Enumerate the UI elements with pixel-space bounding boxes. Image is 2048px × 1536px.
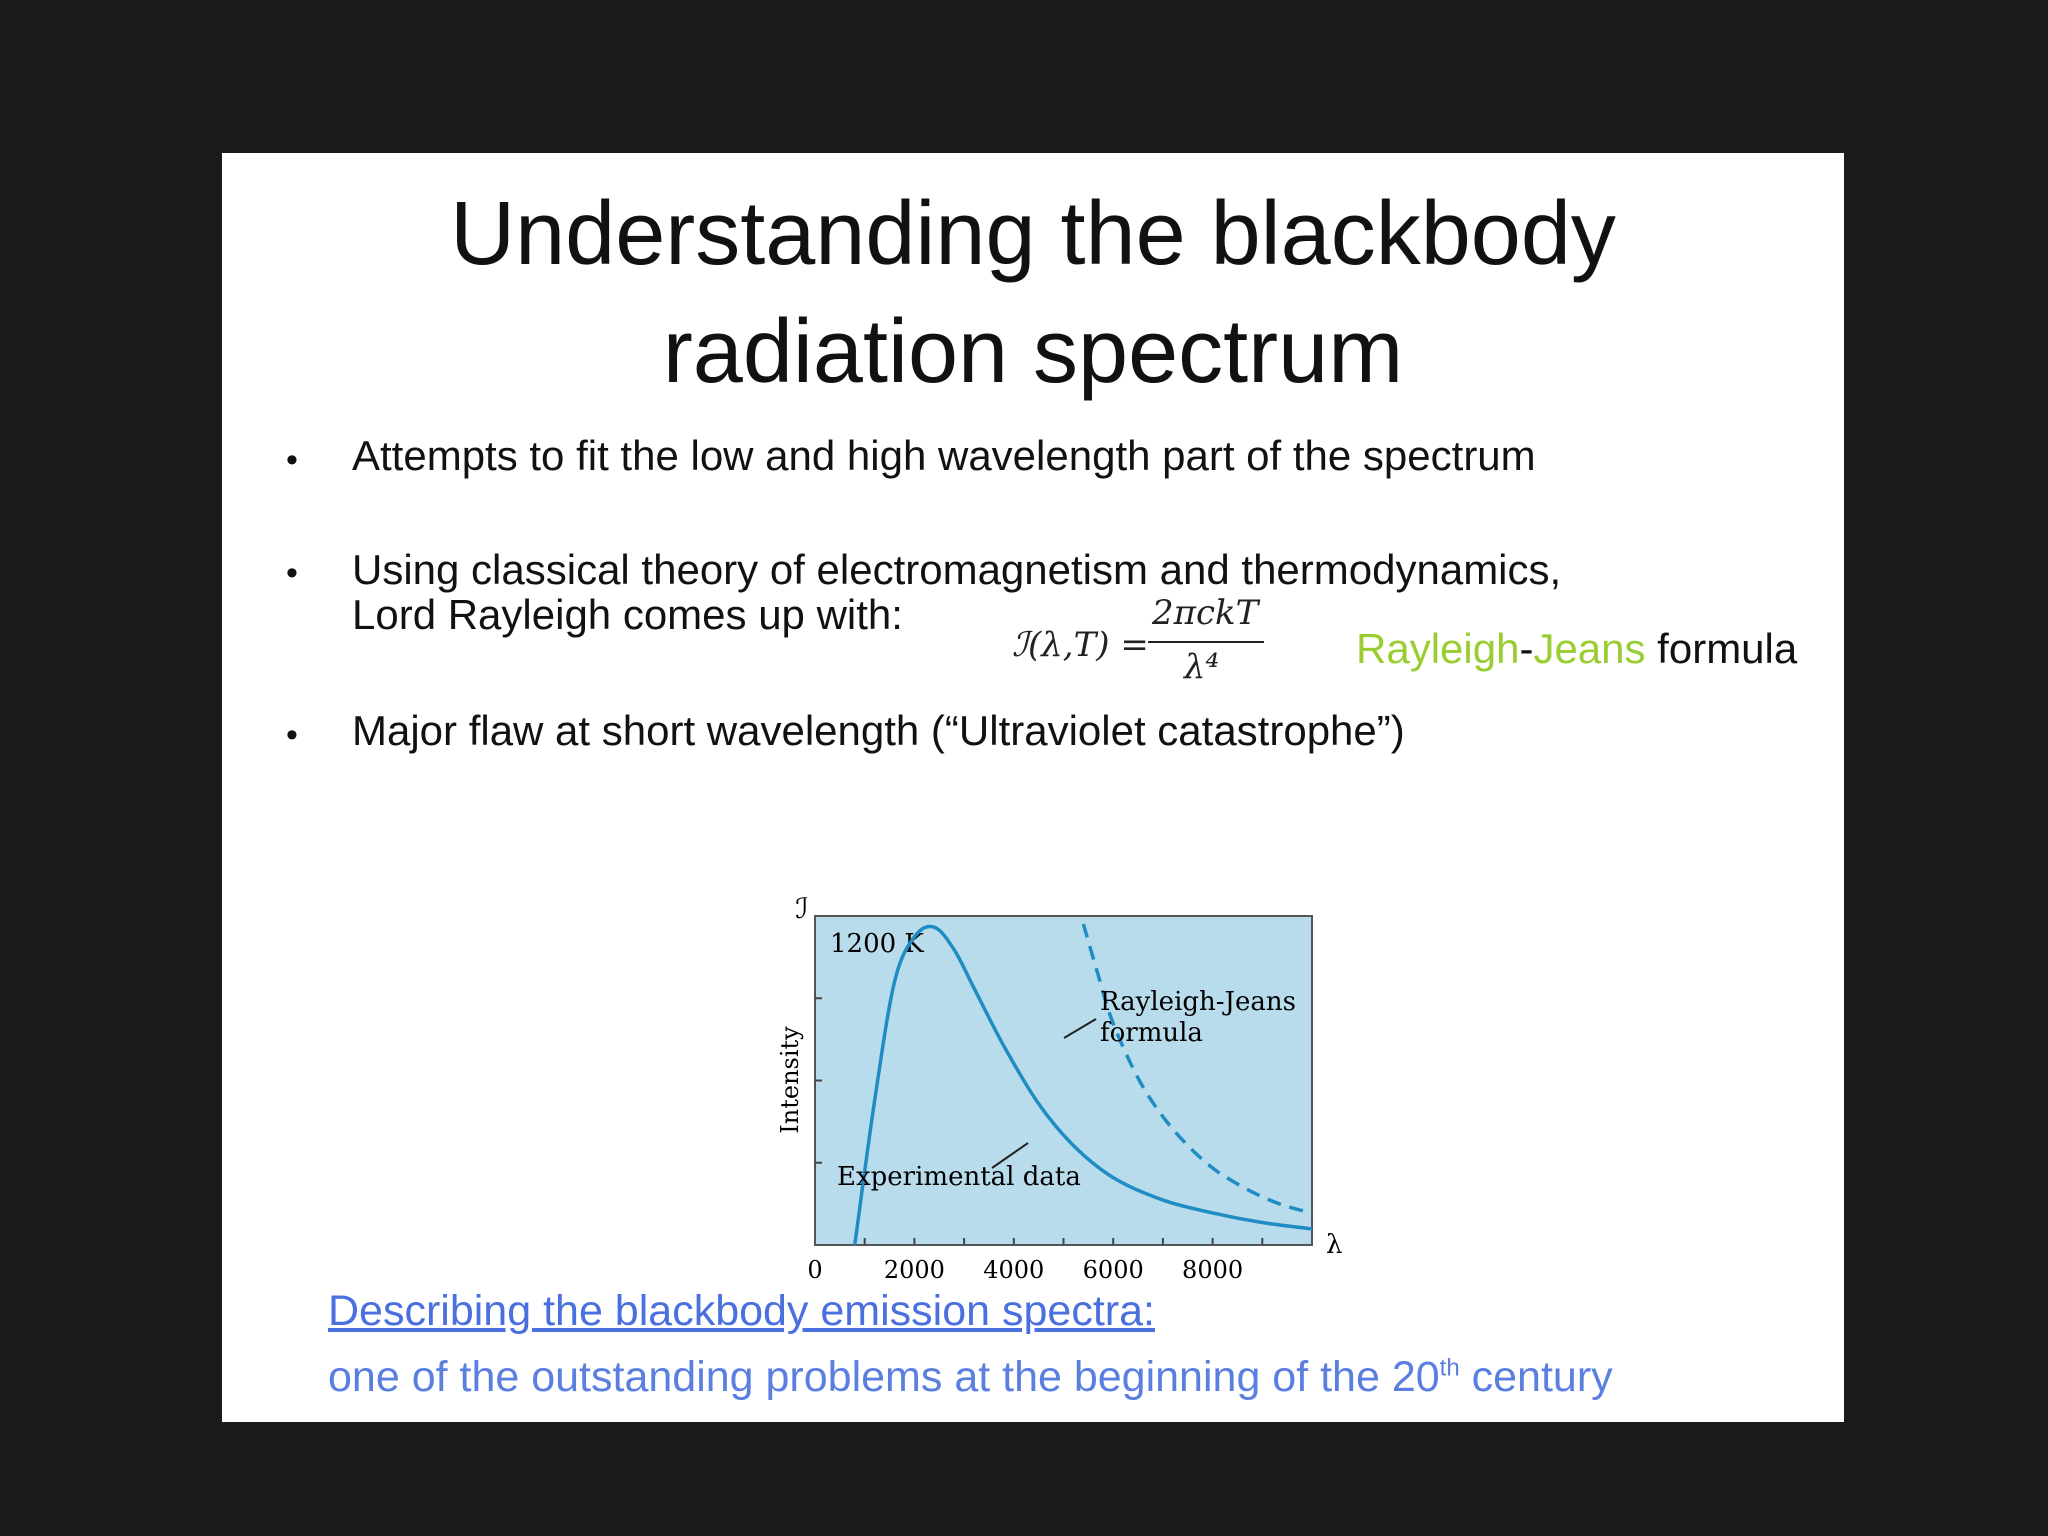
footer-line-2-prefix: one of the outstanding problems at the b… [328, 1353, 1440, 1402]
plot-area [814, 915, 1313, 1246]
axis-ticks [815, 997, 1264, 1245]
x-tick-label: 2000 [884, 1256, 945, 1284]
equation-denominator: λ⁴ [1184, 647, 1220, 687]
bullet-marker: • [286, 441, 298, 479]
x-tick-labels: 0 2000 4000 6000 8000 [807, 1256, 1243, 1284]
experimental-annotation-pointer [991, 1142, 1029, 1169]
slide-title: Understanding the blackbody radiation sp… [222, 175, 1844, 411]
footer-line-2: one of the outstanding problems at the b… [328, 1353, 1613, 1401]
experimental-data-curve [853, 924, 1313, 1246]
rj-annotation-line-1: Rayleigh-Jeans [1100, 987, 1296, 1017]
rj-label-formula: formula [1645, 625, 1798, 672]
bullet-2-line-1: Using classical theory of electromagneti… [352, 546, 1562, 593]
x-tick-label: 4000 [983, 1256, 1044, 1284]
footer-link[interactable]: Describing the blackbody emission spectr… [328, 1287, 1155, 1335]
bullet-1-text: Attempts to fit the low and high wavelen… [352, 432, 1536, 479]
rj-label-rayleigh: Rayleigh [1356, 625, 1520, 672]
equation-lhs: ℐ(λ,T) = [1012, 625, 1149, 665]
rayleigh-jeans-curve [1081, 923, 1313, 1215]
equation-numerator: 2πckT [1152, 593, 1259, 633]
rj-label-jeans: Jeans [1533, 625, 1646, 672]
x-tick-label: 6000 [1083, 1256, 1144, 1284]
bullet-marker: • [286, 554, 298, 592]
experimental-annotation: Experimental data [837, 1162, 1081, 1192]
rj-annotation-pointer [1063, 1018, 1097, 1039]
y-axis-symbol: ℐ [795, 892, 808, 925]
rayleigh-jeans-equation: ℐ(λ,T) = 2πckT λ⁴ [1012, 593, 1332, 703]
x-tick-label: 0 [807, 1256, 822, 1284]
footer-line-2-suffix: century [1459, 1353, 1613, 1402]
bullet-2-line-2: Lord Rayleigh comes up with: [352, 591, 903, 638]
bullet-3-text: Major flaw at short wavelength (“Ultravi… [352, 707, 1405, 754]
x-tick-label: 8000 [1182, 1256, 1243, 1284]
blackbody-spectrum-chart: ℐ Intensity 1200 K λ 0 2000 4000 6000 8000 R… [776, 892, 1342, 1284]
rayleigh-jeans-label: Rayleigh-Jeans formula [1356, 625, 1797, 673]
slide: Understanding the blackbody radiation sp… [222, 153, 1844, 1422]
title-line-2: radiation spectrum [662, 302, 1404, 402]
rj-annotation-line-2: formula [1100, 1018, 1203, 1048]
bullet-marker: • [286, 716, 298, 754]
title-line-1: Understanding the blackbody [450, 184, 1616, 284]
rj-label-hyphen: - [1519, 625, 1534, 672]
footer-text: Describing the blackbody emission spectr… [328, 1283, 1613, 1406]
y-axis-label: Intensity [776, 1026, 804, 1134]
fraction-bar [1148, 641, 1264, 643]
x-axis-symbol: λ [1326, 1230, 1342, 1260]
footer-superscript: th [1439, 1355, 1460, 1382]
